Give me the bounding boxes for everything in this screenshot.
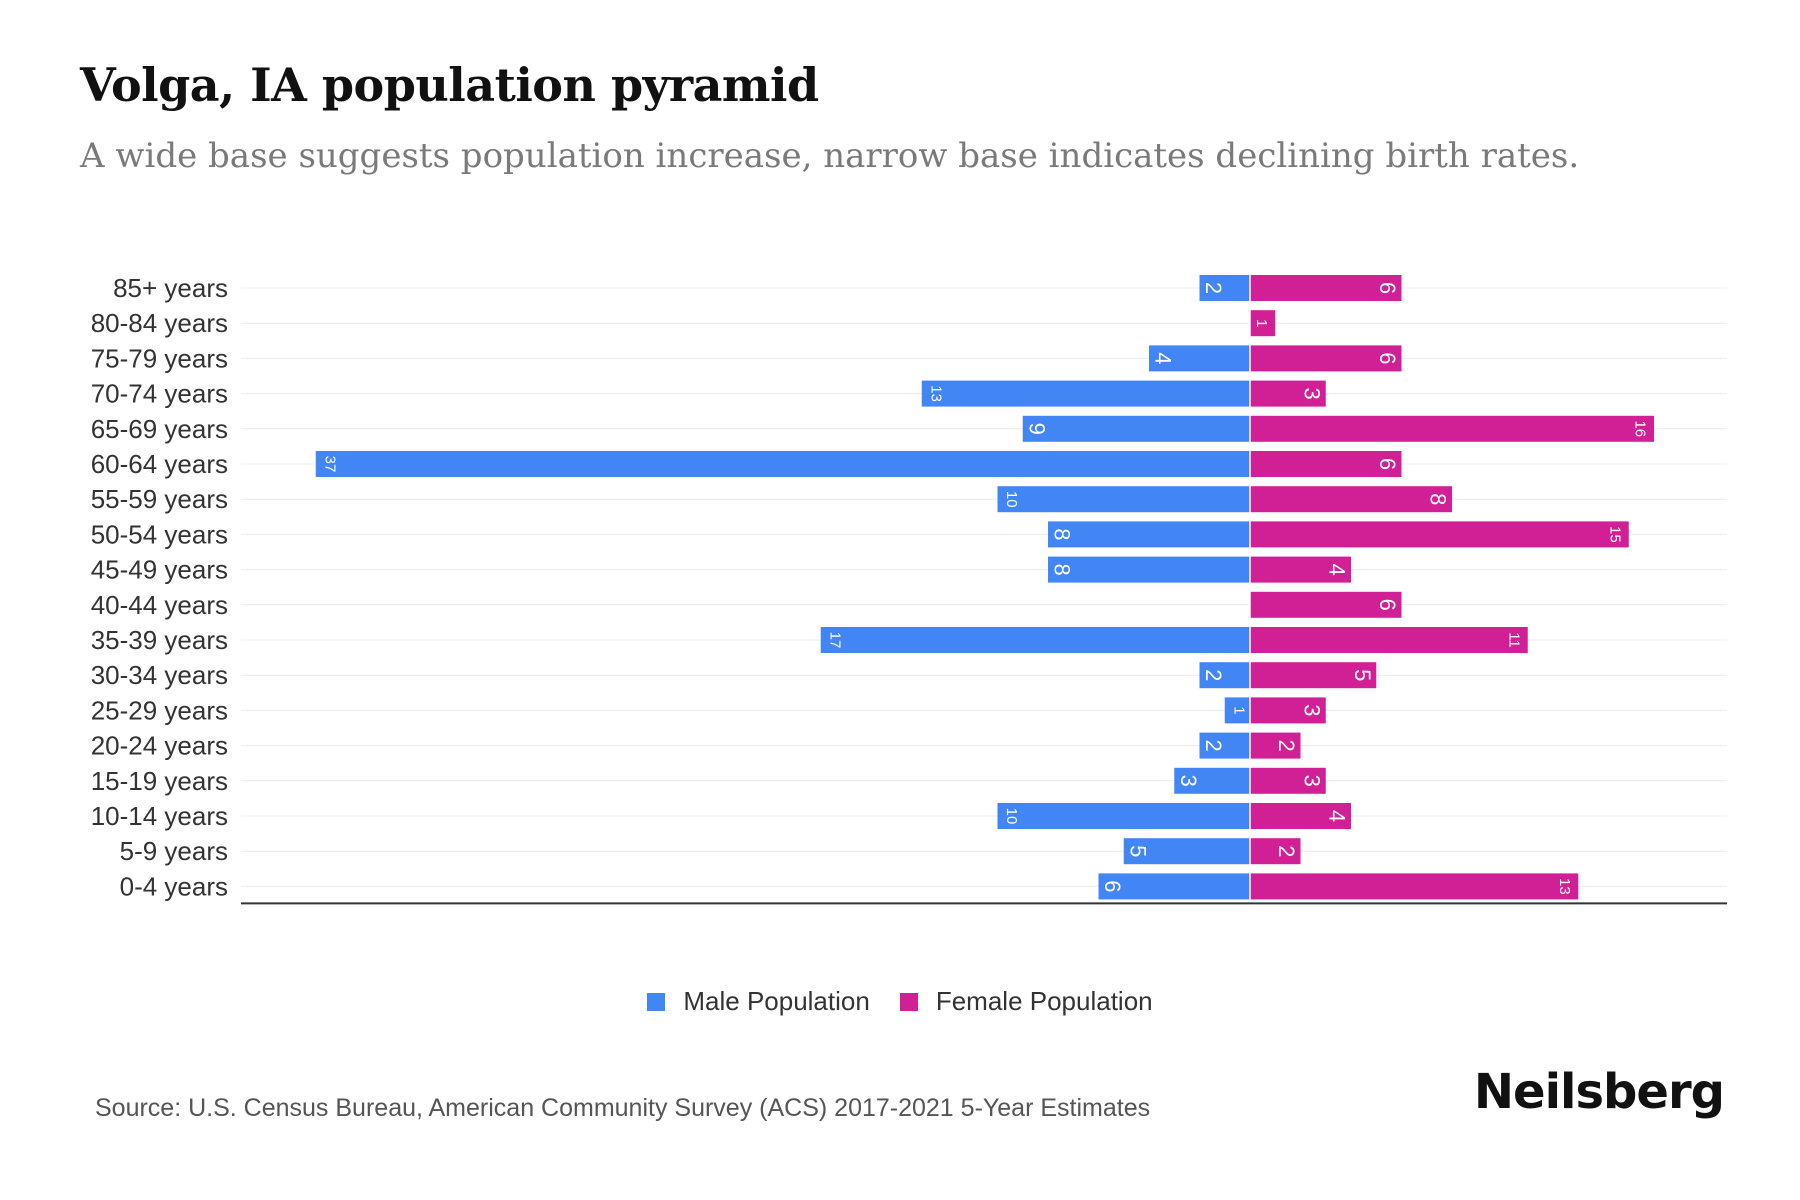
category-label: 30-34 years [91, 660, 228, 690]
bar-male[interactable] [1224, 697, 1250, 724]
bar-male[interactable] [1048, 521, 1250, 548]
category-label: 15-19 years [91, 766, 228, 796]
brand-logo: Neilsberg [1473, 1064, 1725, 1120]
legend-item-female[interactable]: Female Population [899, 986, 1153, 1017]
data-label: 13 [927, 385, 944, 402]
bar-female[interactable] [1250, 838, 1301, 865]
legend-swatch-female [899, 992, 918, 1011]
bar-female[interactable] [1250, 310, 1276, 337]
bar-female[interactable] [1250, 662, 1377, 689]
source-note: Source: U.S. Census Bureau, American Com… [95, 1094, 1151, 1122]
data-label: 11 [1505, 632, 1522, 648]
legend-swatch-male [647, 992, 666, 1011]
data-label: 5 [1350, 669, 1375, 681]
bar-female[interactable] [1250, 803, 1351, 829]
data-label: 2 [1201, 282, 1226, 294]
data-label: 37 [321, 456, 338, 473]
bar-female[interactable] [1250, 627, 1528, 653]
bar-male[interactable] [1123, 838, 1250, 865]
bar-female[interactable] [1250, 345, 1402, 372]
data-label: 8 [1426, 493, 1451, 505]
data-label: 17 [826, 632, 843, 649]
data-label: 4 [1325, 563, 1350, 575]
category-label: 0-4 years [120, 871, 228, 901]
data-label: 3 [1176, 775, 1201, 787]
data-label: 13 [1556, 878, 1573, 895]
chart-title: Volga, IA population pyramid [80, 58, 819, 112]
data-label: 6 [1375, 458, 1400, 470]
data-label: 6 [1375, 282, 1400, 294]
data-label: 3 [1299, 387, 1324, 399]
category-label: 75-79 years [91, 343, 228, 373]
bar-male[interactable] [1022, 415, 1250, 442]
bar-female[interactable] [1250, 697, 1326, 724]
data-label: 1 [1230, 706, 1247, 714]
category-label: 35-39 years [91, 625, 228, 655]
bar-male[interactable] [820, 627, 1250, 653]
category-label: 80-84 years [91, 308, 228, 338]
bar-female[interactable] [1250, 451, 1402, 477]
category-label: 85+ years [113, 273, 228, 303]
data-label: 15 [1606, 526, 1623, 543]
category-label: 40-44 years [91, 590, 228, 620]
data-label: 3 [1299, 775, 1324, 787]
bar-female[interactable] [1250, 275, 1402, 301]
bar-female[interactable] [1250, 732, 1301, 759]
data-label: 8 [1050, 563, 1075, 575]
bar-male[interactable] [1048, 556, 1250, 583]
bar-male[interactable] [1149, 345, 1250, 372]
category-label: 50-54 years [91, 519, 228, 549]
data-label: 4 [1325, 810, 1350, 822]
chart-subtitle: A wide base suggests population increase… [80, 136, 1580, 176]
bar-female[interactable] [1250, 521, 1629, 548]
data-label: 1 [1253, 319, 1270, 327]
chart-legend: Male Population Female Population [0, 986, 1800, 1017]
data-label: 3 [1299, 704, 1324, 716]
bar-female[interactable] [1250, 380, 1326, 407]
data-label: 5 [1125, 845, 1150, 857]
data-label: 10 [1003, 808, 1020, 825]
data-label: 9 [1024, 423, 1049, 435]
bar-male[interactable] [1199, 275, 1251, 301]
category-label: 10-14 years [91, 801, 228, 831]
bar-male[interactable] [1199, 662, 1251, 689]
bar-female[interactable] [1250, 591, 1402, 618]
bar-female[interactable] [1250, 767, 1326, 794]
bar-male[interactable] [997, 486, 1251, 513]
data-label: 16 [1632, 420, 1649, 437]
category-label: 65-69 years [91, 414, 228, 444]
data-label: 6 [1100, 880, 1125, 892]
data-label: 8 [1050, 528, 1075, 540]
bar-female[interactable] [1250, 873, 1579, 900]
data-label: 2 [1201, 669, 1226, 681]
legend-label-male: Male Population [683, 986, 870, 1016]
bar-female[interactable] [1250, 486, 1452, 513]
bar-male[interactable] [997, 803, 1251, 829]
legend-label-female: Female Population [935, 986, 1153, 1016]
category-label: 70-74 years [91, 379, 228, 409]
data-label: 2 [1274, 739, 1299, 751]
category-label: 25-29 years [91, 695, 228, 725]
data-label: 6 [1375, 352, 1400, 364]
category-label: 55-59 years [91, 484, 228, 514]
data-label: 2 [1201, 739, 1226, 751]
category-label: 45-49 years [91, 555, 228, 585]
bar-male[interactable] [921, 380, 1250, 407]
bar-male[interactable] [1098, 873, 1251, 900]
bar-female[interactable] [1250, 556, 1351, 583]
category-label: 60-64 years [91, 449, 228, 479]
bar-male[interactable] [1199, 732, 1251, 759]
data-label: 4 [1151, 352, 1176, 364]
bar-male[interactable] [315, 451, 1250, 477]
data-label: 10 [1003, 491, 1020, 508]
bar-female[interactable] [1250, 415, 1654, 442]
category-label: 5-9 years [120, 836, 228, 866]
legend-item-male[interactable]: Male Population [647, 986, 870, 1017]
data-label: 6 [1375, 599, 1400, 611]
data-label: 2 [1274, 845, 1299, 857]
category-label: 20-24 years [91, 731, 228, 761]
bar-male[interactable] [1174, 767, 1250, 794]
